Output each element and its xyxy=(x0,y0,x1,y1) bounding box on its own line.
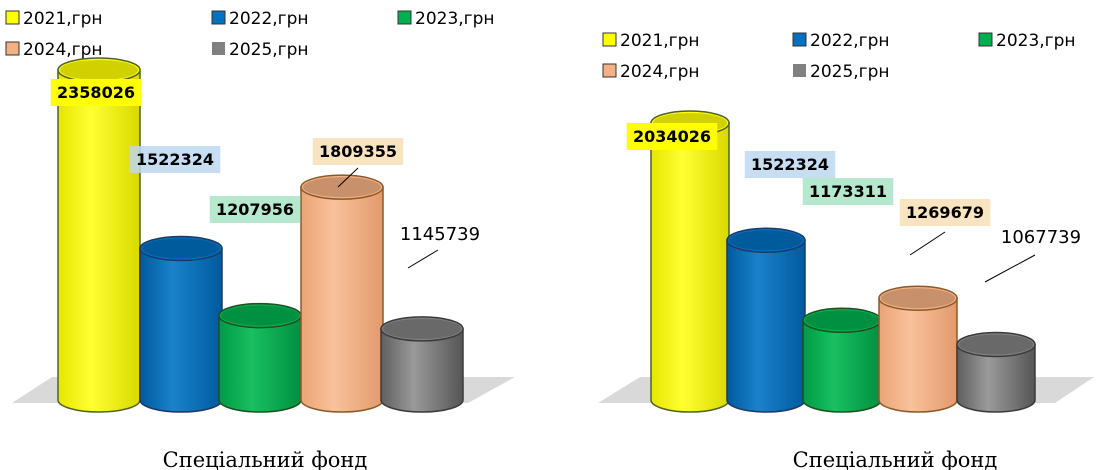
bar-top-shade-2025 xyxy=(383,318,461,339)
bar-top-shade-2022 xyxy=(729,230,803,251)
bar-top-2024 xyxy=(878,285,958,311)
bar-body-2024 xyxy=(300,186,384,413)
bar-body-2025 xyxy=(380,328,464,413)
legend-swatch-2022 xyxy=(211,10,226,25)
bars-right xyxy=(650,110,1036,413)
leader-line-2024 xyxy=(337,167,359,188)
bar-body-2021 xyxy=(57,69,141,413)
data-label-2023: 1207956 xyxy=(209,196,301,223)
bars-left xyxy=(57,57,464,413)
legend-label-2025: 2025,грн xyxy=(810,62,890,82)
legend-swatch-2022 xyxy=(792,32,807,47)
data-label-text-2025: 1067739 xyxy=(1001,227,1081,248)
legend-label-2025: 2025,грн xyxy=(229,40,309,60)
leader-line-2025 xyxy=(407,249,439,269)
data-label-box-2021 xyxy=(626,123,718,150)
legend-label-2023: 2023,грн xyxy=(996,31,1076,51)
legend-swatch-2021 xyxy=(5,10,20,25)
bar-2024 xyxy=(300,174,384,413)
leader-line-2025 xyxy=(984,254,1036,283)
legend-label-2024: 2024,грн xyxy=(23,40,103,60)
caption-right: Спеціальний фонд xyxy=(793,448,998,470)
data-label-box-2023 xyxy=(209,196,301,223)
bar-2025 xyxy=(380,316,464,413)
bar-top-shade-2025 xyxy=(959,334,1033,355)
data-label-text-2025: 1145739 xyxy=(400,224,480,245)
bar-top-shade-2021 xyxy=(60,60,138,80)
bar-body-2023 xyxy=(218,314,302,413)
data-label-2024: 1809355 xyxy=(312,138,404,188)
bar-top-2025 xyxy=(956,331,1036,358)
bar-2024 xyxy=(878,285,958,413)
bar-body-2022 xyxy=(139,247,223,413)
leader-line-2024 xyxy=(909,231,946,256)
bar-body-2023 xyxy=(802,319,882,413)
legend-label-2022: 2022,грн xyxy=(810,31,890,51)
data-labels-right: 2034026 1522324 1173311 1269679 1067739 xyxy=(626,123,1081,283)
data-label-text-2024: 1809355 xyxy=(319,142,397,161)
caption-left: Спеціальний фонд xyxy=(163,448,368,470)
data-label-box-2022 xyxy=(129,146,221,173)
bar-top-2022 xyxy=(139,235,223,262)
bar-top-shade-2022 xyxy=(142,238,220,259)
legend-label-2021: 2021,грн xyxy=(23,9,103,29)
legend-swatch-2024 xyxy=(602,63,617,78)
legend-swatch-2025 xyxy=(212,42,225,55)
legend-swatch-2023 xyxy=(978,32,993,47)
bar-2021 xyxy=(57,57,141,413)
legend-swatch-2021 xyxy=(602,32,617,47)
bar-2023 xyxy=(802,307,882,413)
bar-body-2025 xyxy=(956,343,1036,413)
legend-swatch-2025 xyxy=(793,64,806,77)
data-label-2021: 2034026 xyxy=(626,123,718,150)
bar-body-2021 xyxy=(650,122,730,413)
bar-2025 xyxy=(956,331,1036,413)
legend-label-2022: 2022,грн xyxy=(229,9,309,29)
data-label-box-2024 xyxy=(899,199,991,226)
legend-label-2024: 2024,грн xyxy=(620,62,700,82)
bar-2022 xyxy=(139,235,223,413)
legend-swatch-2024 xyxy=(5,41,20,56)
legend-right: 2021,грн 2022,грн 2023,грн 2024,грн 2025… xyxy=(602,31,1076,82)
data-label-box-2021 xyxy=(50,79,142,106)
legend-swatch-2023 xyxy=(397,10,412,25)
bar-2022 xyxy=(726,227,806,413)
data-labels-left: 2358026 1522324 1207956 1809355 1145739 xyxy=(50,79,480,269)
data-label-2025: 1067739 xyxy=(984,227,1081,283)
chart-right: 2021,грн 2022,грн 2023,грн 2024,грн 2025… xyxy=(598,31,1094,470)
data-label-text-2023: 1207956 xyxy=(216,200,294,219)
bar-top-shade-2024 xyxy=(881,288,955,309)
data-label-box-2024 xyxy=(312,138,404,165)
data-label-2025: 1145739 xyxy=(400,224,480,269)
legend-left: 2021,грн 2022,грн 2023,грн 2024,грн 2025… xyxy=(5,9,495,60)
data-label-2023: 1173311 xyxy=(802,178,894,205)
data-label-text-2024: 1269679 xyxy=(906,203,984,222)
data-label-2021: 2358026 xyxy=(50,79,142,106)
bar-top-shade-2023 xyxy=(221,305,299,326)
data-label-text-2022: 1522324 xyxy=(136,150,214,169)
legend-label-2021: 2021,грн xyxy=(620,31,700,51)
data-label-box-2022 xyxy=(744,151,836,178)
bar-top-shade-2023 xyxy=(805,310,879,331)
data-label-text-2021: 2034026 xyxy=(633,127,711,146)
bar-2021 xyxy=(650,110,730,413)
data-label-text-2021: 2358026 xyxy=(57,83,135,102)
bar-top-2025 xyxy=(380,316,464,342)
bar-body-2024 xyxy=(878,297,958,413)
legend-label-2023: 2023,грн xyxy=(415,9,495,29)
data-label-2024: 1269679 xyxy=(899,199,991,256)
chart-left: 2021,грн 2022,грн 2023,грн 2024,грн 2025… xyxy=(5,9,515,470)
bar-top-2022 xyxy=(726,227,806,254)
bar-top-2024 xyxy=(300,174,384,200)
data-label-2022: 1522324 xyxy=(129,146,221,173)
data-label-text-2023: 1173311 xyxy=(809,182,887,201)
data-label-box-2023 xyxy=(802,178,894,205)
bar-body-2022 xyxy=(726,239,806,413)
data-label-text-2022: 1522324 xyxy=(751,155,829,174)
data-label-2022: 1522324 xyxy=(744,151,836,178)
bar-2023 xyxy=(218,302,302,413)
bar-top-shade-2024 xyxy=(303,177,381,198)
